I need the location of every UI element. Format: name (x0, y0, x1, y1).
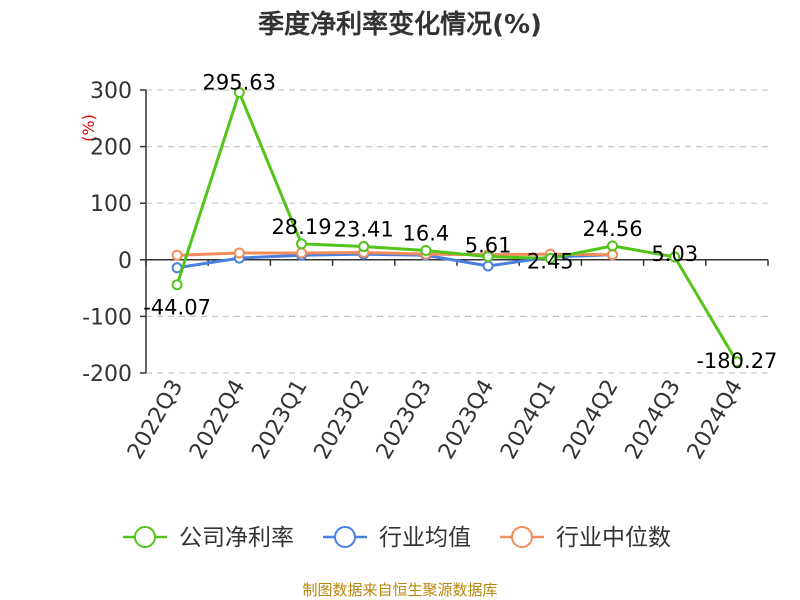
data-label: 16.4 (403, 222, 450, 246)
x-tick-label: 2024Q4 (683, 376, 748, 464)
data-label: 295.63 (203, 70, 276, 94)
data-label: 2.45 (527, 249, 574, 273)
data-label: 24.56 (582, 217, 642, 241)
data-label: 5.61 (465, 234, 512, 258)
x-tick-label: 2022Q4 (185, 376, 250, 464)
data-point (544, 252, 556, 264)
legend-marker (511, 526, 533, 548)
legend-label: 行业均值 (379, 525, 471, 551)
data-point (358, 241, 370, 253)
data-label: 5.03 (651, 242, 698, 266)
data-point (233, 86, 245, 98)
data-point (482, 251, 494, 263)
y-tick-label: 0 (118, 249, 132, 274)
series-line (177, 250, 613, 257)
x-tick-label: 2024Q3 (621, 376, 686, 464)
source-note: 制图数据来自恒生聚源数据库 (302, 581, 497, 599)
legend-marker (134, 526, 156, 548)
y-tick-label: 200 (90, 136, 132, 161)
series-layer (171, 86, 743, 368)
legend-label: 公司净利率 (179, 525, 294, 551)
data-labels: -44.07 295.63 28.19 23.41 16.4 5.61 2.45 24.56 5… (143, 70, 777, 372)
legend-label: 行业中位数 (556, 525, 671, 551)
y-axis-label: (%) (79, 114, 98, 142)
data-label: -180.27 (696, 349, 777, 373)
data-point (296, 238, 307, 250)
x-tick-label: 2023Q4 (434, 375, 499, 463)
data-label: -44.07 (143, 296, 211, 320)
legend: 公司净利率 行业均值 行业中位数 (123, 525, 671, 551)
y-tick-labels: 300 200 100 0 -100 -200 (82, 79, 132, 387)
chart-title: 季度净利率变化情况(%) (258, 9, 542, 40)
data-point (731, 356, 743, 368)
gridlines (146, 89, 768, 374)
data-point (607, 240, 618, 252)
legend-marker (334, 526, 356, 548)
data-point (233, 247, 245, 259)
data-point (669, 251, 681, 263)
x-tick-label: 2023Q3 (372, 376, 437, 464)
x-tick-label: 2024Q2 (558, 376, 623, 464)
legend-item[interactable]: 行业中位数 (500, 525, 671, 551)
legend-item[interactable]: 行业均值 (323, 525, 471, 551)
x-tick-label: 2022Q3 (123, 376, 188, 464)
data-label: 23.41 (334, 218, 394, 242)
data-point (482, 260, 494, 272)
legend-item[interactable]: 公司净利率 (123, 525, 294, 551)
data-point (420, 245, 432, 257)
data-point (171, 249, 183, 261)
y-tick-label: -200 (82, 362, 132, 387)
y-tick-label: 300 (90, 79, 132, 104)
x-tick-labels: 2022Q32022Q42023Q12023Q22023Q32023Q42024… (123, 375, 748, 463)
x-tick-label: 2023Q1 (247, 376, 312, 464)
data-point (607, 249, 618, 261)
x-tick-label: 2024Q1 (496, 376, 561, 464)
data-point (296, 247, 307, 259)
series-0 (171, 86, 743, 368)
data-point (171, 279, 183, 291)
data-label: 28.19 (271, 215, 331, 239)
x-tick-label: 2023Q2 (310, 376, 375, 464)
y-tick-label: -100 (82, 305, 132, 330)
series-line (175, 90, 739, 363)
y-tick-label: 100 (90, 192, 132, 217)
axes (140, 89, 769, 374)
